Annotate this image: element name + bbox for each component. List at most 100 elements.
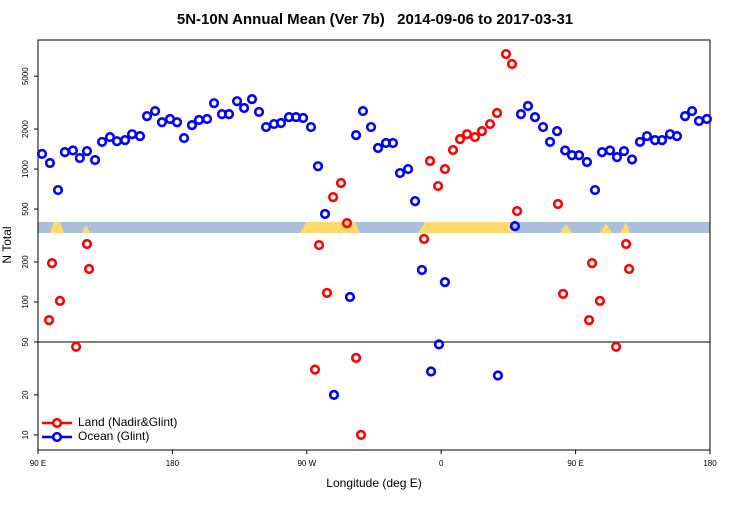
y-tick-label: 5000 bbox=[21, 67, 30, 85]
y-tick-label: 20 bbox=[21, 390, 30, 399]
data-point bbox=[611, 151, 623, 163]
y-tick-label: 1000 bbox=[21, 160, 30, 178]
data-point bbox=[409, 195, 421, 207]
data-point bbox=[208, 98, 220, 109]
data-point bbox=[67, 145, 79, 156]
y-tick-label: 200 bbox=[21, 255, 30, 269]
data-point bbox=[44, 157, 56, 169]
data-point bbox=[341, 218, 353, 229]
data-point bbox=[83, 263, 95, 275]
data-point bbox=[201, 113, 213, 125]
y-tick-label: 100 bbox=[21, 295, 30, 309]
data-point bbox=[312, 161, 324, 172]
data-point bbox=[365, 121, 377, 133]
data-point bbox=[81, 145, 93, 157]
data-point bbox=[193, 114, 205, 126]
data-point bbox=[253, 106, 265, 118]
data-point bbox=[344, 291, 356, 303]
data-point bbox=[560, 145, 571, 156]
data-point bbox=[335, 177, 347, 189]
data-point bbox=[679, 111, 691, 122]
data-point bbox=[515, 109, 527, 120]
data-point bbox=[618, 145, 630, 157]
data-point bbox=[96, 136, 108, 148]
data-point bbox=[581, 156, 593, 168]
legend-label: Land (Nadir&Glint) bbox=[78, 415, 177, 429]
chart-title: 5N-10N Annual Mean (Ver 7b) 2014-09-06 t… bbox=[177, 11, 573, 28]
data-point bbox=[484, 118, 496, 130]
data-point bbox=[134, 130, 146, 142]
y-tick-label: 10 bbox=[21, 430, 30, 439]
data-point bbox=[509, 221, 521, 232]
data-point bbox=[506, 58, 518, 70]
data-point bbox=[402, 163, 414, 175]
data-point bbox=[491, 107, 503, 119]
data-point bbox=[126, 129, 138, 140]
data-point bbox=[586, 258, 598, 269]
land-mask-band bbox=[38, 222, 710, 233]
data-point bbox=[327, 192, 339, 203]
data-point bbox=[656, 135, 668, 146]
data-point bbox=[529, 111, 541, 123]
y-tick-label: 50 bbox=[21, 337, 30, 346]
data-point bbox=[476, 125, 488, 137]
data-point bbox=[275, 117, 287, 129]
data-point bbox=[231, 96, 243, 107]
data-point bbox=[119, 135, 131, 146]
legend-label: Ocean (Glint) bbox=[78, 429, 149, 443]
data-point bbox=[260, 121, 272, 133]
data-point bbox=[425, 366, 437, 377]
data-point bbox=[418, 233, 430, 245]
data-point bbox=[511, 205, 523, 217]
data-point bbox=[439, 277, 451, 288]
data-point bbox=[186, 120, 198, 131]
data-point bbox=[223, 109, 235, 120]
data-point bbox=[573, 150, 585, 161]
data-point bbox=[372, 142, 384, 154]
data-point bbox=[693, 115, 705, 127]
data-point bbox=[544, 136, 556, 148]
data-point bbox=[171, 117, 183, 128]
data-point bbox=[433, 339, 445, 350]
data-point bbox=[319, 208, 331, 220]
data-point bbox=[357, 105, 369, 117]
x-axis-label: Longitude (deg E) bbox=[326, 476, 421, 490]
data-point bbox=[454, 133, 466, 145]
data-point bbox=[104, 131, 116, 143]
data-point bbox=[178, 132, 190, 144]
data-point bbox=[297, 112, 309, 124]
data-point bbox=[500, 48, 512, 60]
data-point bbox=[492, 370, 504, 381]
data-point bbox=[439, 163, 451, 175]
legend-marker bbox=[51, 417, 63, 429]
data-point bbox=[416, 264, 428, 276]
data-point bbox=[54, 295, 66, 306]
x-tick-label: 180 bbox=[703, 459, 717, 468]
data-point bbox=[596, 147, 608, 158]
data-point bbox=[552, 198, 564, 210]
data-point bbox=[686, 105, 698, 117]
data-point bbox=[634, 136, 646, 148]
x-tick-label: 0 bbox=[439, 459, 444, 468]
data-point bbox=[583, 315, 595, 326]
data-point bbox=[36, 148, 48, 160]
data-point bbox=[350, 130, 362, 141]
data-point bbox=[610, 341, 622, 352]
data-point bbox=[594, 295, 606, 306]
x-tick-label: 90 W bbox=[297, 459, 316, 468]
data-point bbox=[641, 130, 653, 142]
data-point bbox=[43, 315, 55, 326]
data-point bbox=[309, 364, 321, 375]
data-point bbox=[551, 125, 563, 137]
data-point bbox=[522, 100, 534, 112]
data-point bbox=[70, 341, 82, 352]
x-tick-label: 90 E bbox=[30, 459, 46, 468]
data-point bbox=[156, 117, 168, 128]
data-point bbox=[626, 154, 638, 165]
data-point bbox=[149, 105, 161, 117]
data-point bbox=[238, 102, 250, 114]
data-point bbox=[89, 154, 101, 166]
data-point bbox=[557, 288, 569, 300]
y-tick-label: 500 bbox=[21, 202, 30, 216]
